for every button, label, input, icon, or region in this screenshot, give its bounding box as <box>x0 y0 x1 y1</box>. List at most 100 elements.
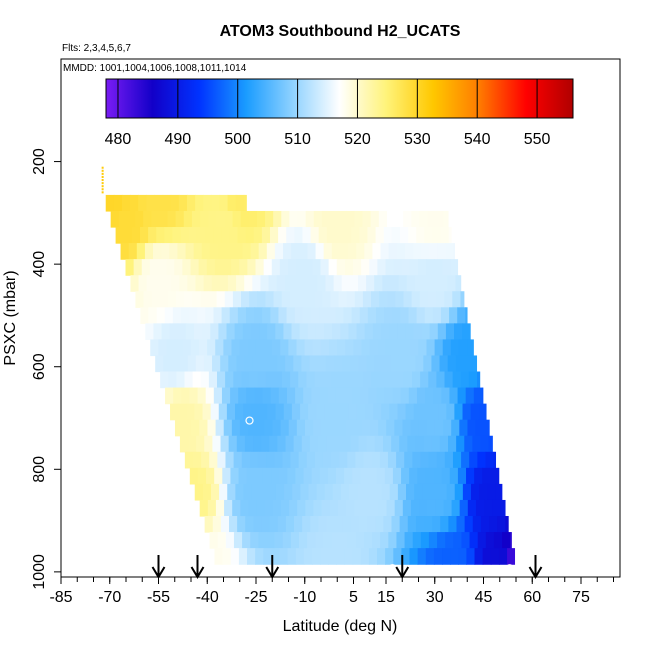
heatmap-cell <box>354 210 364 228</box>
heatmap-cell <box>176 371 186 389</box>
heatmap-cell <box>190 259 200 276</box>
heatmap-cell <box>298 371 307 389</box>
heatmap-cell <box>221 227 230 244</box>
heatmap-cell <box>162 275 172 292</box>
heatmap-cell <box>326 516 336 533</box>
heatmap-cell <box>399 227 409 244</box>
colorbar-tick-label: 520 <box>344 131 371 148</box>
heatmap-cell <box>408 387 418 405</box>
heatmap-cell <box>338 371 348 389</box>
heatmap-cell <box>250 323 260 341</box>
heatmap-cell <box>321 419 330 437</box>
heatmap-cell <box>343 307 353 324</box>
heatmap-cell <box>397 483 407 501</box>
heatmap-cell <box>294 307 304 324</box>
heatmap-cell <box>380 323 390 341</box>
heatmap-cell <box>201 243 211 260</box>
heatmap-cell <box>233 371 242 389</box>
heatmap-cell <box>210 483 220 501</box>
heatmap-cell <box>346 291 356 308</box>
heatmap-cell <box>372 323 382 341</box>
heatmap-cell <box>367 516 376 533</box>
heatmap-cell <box>463 355 473 373</box>
heatmap-cell <box>192 371 202 389</box>
heatmap-cell <box>138 275 148 292</box>
heatmap-cell <box>303 548 313 565</box>
heatmap-cell <box>158 339 168 357</box>
heatmap-cell <box>263 339 273 357</box>
heatmap-cell <box>232 499 241 517</box>
heatmap-cell <box>224 210 234 228</box>
heatmap-cell <box>307 243 317 260</box>
heatmap-cell <box>339 243 349 260</box>
heatmap-cell <box>245 516 254 533</box>
heatmap-cell <box>231 419 241 437</box>
heatmap-cell <box>267 483 277 501</box>
heatmap-cell <box>232 210 242 228</box>
x-axis-label: Latitude (deg N) <box>283 618 398 635</box>
heatmap-cell <box>242 323 252 341</box>
heatmap-cell <box>311 467 321 485</box>
heatmap-cell <box>434 339 444 357</box>
heatmap-cell <box>256 419 265 437</box>
heatmap-cell <box>205 387 215 405</box>
heatmap-cell <box>328 548 337 565</box>
flight-marker-circle <box>245 416 254 425</box>
heatmap-cell <box>209 451 218 469</box>
heatmap-cell <box>438 403 447 421</box>
heatmap-cell <box>472 355 478 373</box>
heatmap-cell <box>450 548 459 565</box>
heatmap-cell <box>338 210 347 228</box>
heatmap-cell <box>359 227 369 244</box>
heatmap-cell <box>156 307 166 324</box>
heatmap-cell <box>334 516 344 533</box>
heatmap-cell <box>319 387 329 405</box>
heatmap-cell <box>487 483 496 501</box>
heatmap-cell <box>315 323 325 341</box>
heatmap-cell <box>256 210 266 228</box>
heatmap-cell <box>282 532 292 549</box>
heatmap-cell <box>239 259 248 276</box>
heatmap-cell <box>457 307 466 324</box>
heatmap-cell <box>226 243 235 260</box>
heatmap-cell <box>176 291 185 308</box>
heatmap-cell <box>489 516 498 533</box>
heatmap-cell <box>204 516 214 533</box>
heatmap-cell <box>483 419 490 437</box>
heatmap-cell <box>144 243 154 260</box>
heatmap-cell <box>169 243 179 260</box>
heatmap-cell <box>317 355 327 373</box>
heatmap-cell <box>492 499 501 517</box>
heatmap-cell <box>466 548 476 565</box>
heatmap-cell <box>362 210 372 228</box>
heatmap-cell <box>445 243 455 260</box>
heatmap-cell <box>407 355 416 373</box>
heatmap-cell <box>174 259 183 276</box>
heatmap-cell <box>253 435 262 453</box>
colorbar-tick-label: 500 <box>224 131 251 148</box>
heatmap-cell <box>149 259 159 276</box>
heatmap-cell <box>226 323 236 341</box>
heatmap-cell <box>177 243 187 260</box>
heatmap-cell <box>180 307 190 324</box>
heatmap-cell <box>312 259 322 276</box>
heatmap-cell <box>361 419 371 437</box>
heatmap-cell <box>170 403 179 421</box>
heatmap-cell <box>346 210 356 228</box>
heatmap-cell <box>360 387 369 405</box>
heatmap-cell <box>248 499 258 517</box>
heatmap-cell <box>435 210 445 228</box>
heatmap-cell <box>478 403 487 421</box>
heatmap-cell <box>366 275 375 292</box>
heatmap-cell <box>427 291 437 308</box>
heatmap-cell <box>356 323 366 341</box>
heatmap-cell <box>377 339 387 357</box>
heatmap-cell <box>411 291 421 308</box>
heatmap-cell <box>333 275 343 292</box>
heatmap-cell <box>210 323 220 341</box>
heatmap-cell <box>250 532 259 549</box>
heatmap-cell <box>397 403 407 421</box>
heatmap-cell <box>460 371 470 389</box>
heatmap-cell <box>379 451 389 469</box>
